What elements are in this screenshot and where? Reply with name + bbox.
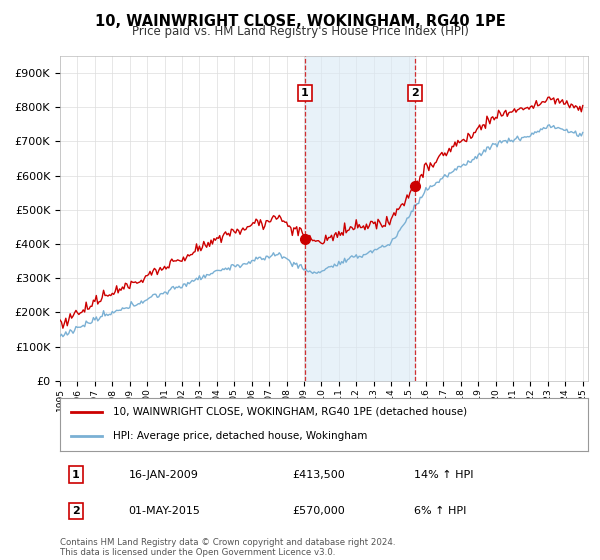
Text: 1: 1 bbox=[72, 470, 80, 479]
Text: Contains HM Land Registry data © Crown copyright and database right 2024.
This d: Contains HM Land Registry data © Crown c… bbox=[60, 538, 395, 557]
Text: £570,000: £570,000 bbox=[292, 506, 345, 516]
Text: 01-MAY-2015: 01-MAY-2015 bbox=[128, 506, 200, 516]
Text: £413,500: £413,500 bbox=[292, 470, 345, 479]
Text: HPI: Average price, detached house, Wokingham: HPI: Average price, detached house, Woki… bbox=[113, 431, 367, 441]
Text: 10, WAINWRIGHT CLOSE, WOKINGHAM, RG40 1PE: 10, WAINWRIGHT CLOSE, WOKINGHAM, RG40 1P… bbox=[95, 14, 505, 29]
Text: 6% ↑ HPI: 6% ↑ HPI bbox=[414, 506, 466, 516]
Text: 2: 2 bbox=[72, 506, 80, 516]
Text: 14% ↑ HPI: 14% ↑ HPI bbox=[414, 470, 473, 479]
Text: 2: 2 bbox=[411, 88, 419, 99]
Text: Price paid vs. HM Land Registry's House Price Index (HPI): Price paid vs. HM Land Registry's House … bbox=[131, 25, 469, 38]
Text: 10, WAINWRIGHT CLOSE, WOKINGHAM, RG40 1PE (detached house): 10, WAINWRIGHT CLOSE, WOKINGHAM, RG40 1P… bbox=[113, 407, 467, 417]
Text: 16-JAN-2009: 16-JAN-2009 bbox=[128, 470, 199, 479]
Text: 1: 1 bbox=[301, 88, 308, 99]
